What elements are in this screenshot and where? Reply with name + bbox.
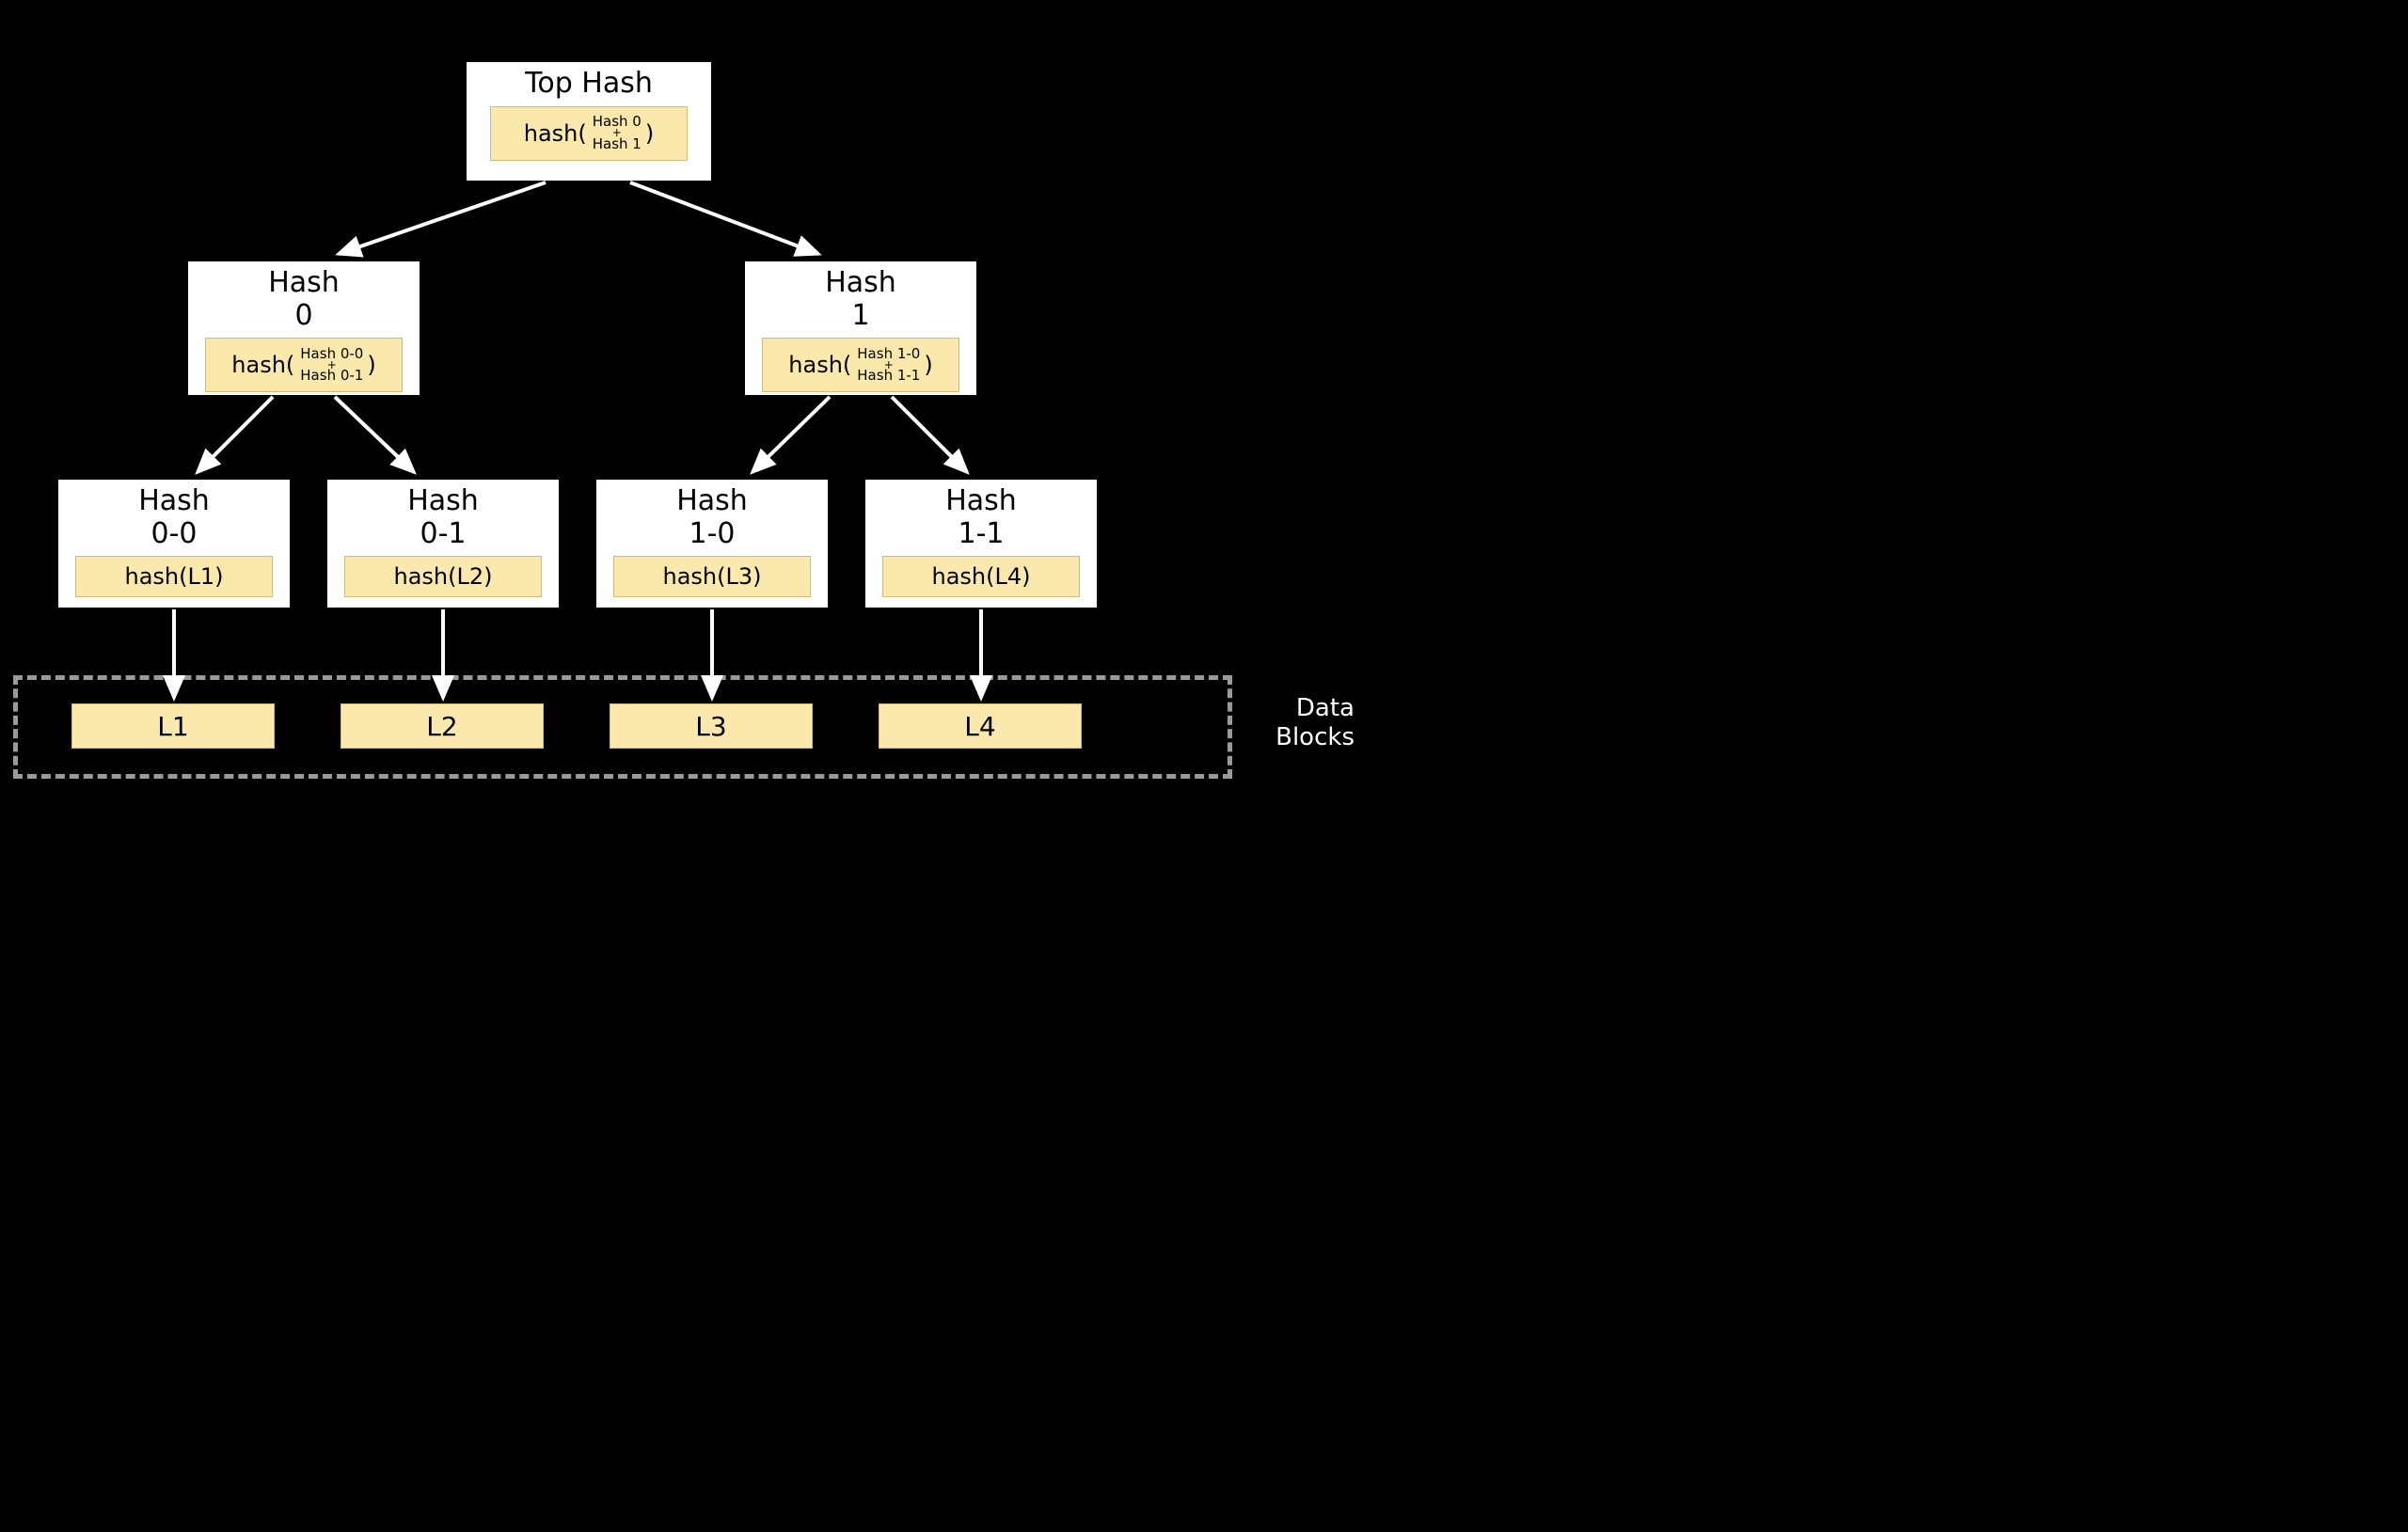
title-line: 1-0 — [689, 517, 736, 550]
data-block-L3: L3 — [610, 703, 813, 749]
data-block-L1: L1 — [71, 703, 275, 749]
data-block-label: L2 — [426, 711, 457, 742]
node-hash-1: Hash 1 hash( Hash 1-0 + Hash 1-1 ) — [743, 260, 978, 397]
node-hash-0-1: Hash 0-1 hash(L2) — [325, 478, 561, 609]
data-block-label: L1 — [157, 711, 188, 742]
hash-box: hash( Hash 0 + Hash 1 ) — [490, 106, 688, 161]
title-line: Hash — [138, 484, 210, 517]
node-top-hash: Top Hash hash( Hash 0 + Hash 1 ) — [465, 60, 713, 182]
title-line: Hash — [407, 484, 479, 517]
hash-box: hash( Hash 1-0 + Hash 1-1 ) — [762, 338, 959, 392]
node-title: Hash 1 — [825, 267, 896, 332]
arrow — [752, 397, 830, 472]
title-line: Hash — [268, 266, 340, 299]
node-title: Hash 1-0 — [676, 485, 748, 550]
hash-args: Hash 0 + Hash 1 — [593, 115, 642, 150]
node-hash-1-0: Hash 1-0 hash(L3) — [594, 478, 830, 609]
node-hash-0: Hash 0 hash( Hash 0-0 + Hash 0-1 ) — [186, 260, 421, 397]
diagram-canvas: Top Hash hash( Hash 0 + Hash 1 ) Hash 0 … — [0, 0, 1481, 942]
arrow — [198, 397, 273, 472]
hash-args: Hash 1-0 + Hash 1-1 — [857, 347, 920, 383]
data-block-label: L4 — [964, 711, 995, 742]
hash-fn: hash( — [231, 352, 294, 378]
title-line: 0-0 — [151, 517, 198, 550]
data-block-label: L3 — [695, 711, 726, 742]
hash-fn: hash( — [788, 352, 851, 378]
hash-arg: Hash 1 — [593, 137, 642, 151]
arrows-layer — [0, 0, 1481, 942]
title-line: Hash — [825, 266, 896, 299]
hash-box: hash(L2) — [344, 556, 542, 597]
node-title: Hash 0-1 — [407, 485, 479, 550]
arrow — [630, 182, 818, 254]
hash-args: Hash 0-0 + Hash 0-1 — [300, 347, 363, 383]
data-block-L4: L4 — [879, 703, 1082, 749]
node-title: Hash 1-1 — [945, 485, 1017, 550]
title-line: 1 — [851, 299, 869, 332]
hash-close: ) — [645, 120, 654, 147]
data-blocks-label: Data Blocks — [1242, 694, 1354, 752]
node-hash-1-1: Hash 1-1 hash(L4) — [863, 478, 1099, 609]
title-line: 1-1 — [958, 517, 1005, 550]
title-line: 0-1 — [420, 517, 467, 550]
hash-box: hash(L4) — [882, 556, 1080, 597]
node-title: Hash 0-0 — [138, 485, 210, 550]
data-block-L2: L2 — [341, 703, 544, 749]
hash-box: hash(L1) — [75, 556, 273, 597]
arrow — [339, 182, 546, 254]
hash-arg: Hash 1-1 — [857, 369, 920, 383]
hash-arg: Hash 0-1 — [300, 369, 363, 383]
node-title: Top Hash — [525, 68, 653, 101]
hash-fn: hash( — [524, 120, 587, 147]
hash-close: ) — [924, 352, 932, 378]
title-line: Hash — [945, 484, 1017, 517]
title-line: 0 — [294, 299, 312, 332]
title-line: Hash — [676, 484, 748, 517]
arrow — [335, 397, 414, 472]
hash-box: hash( Hash 0-0 + Hash 0-1 ) — [205, 338, 403, 392]
node-title: Hash 0 — [268, 267, 340, 332]
arrow — [892, 397, 967, 472]
hash-close: ) — [367, 352, 375, 378]
hash-box: hash(L3) — [613, 556, 811, 597]
node-hash-0-0: Hash 0-0 hash(L1) — [56, 478, 292, 609]
